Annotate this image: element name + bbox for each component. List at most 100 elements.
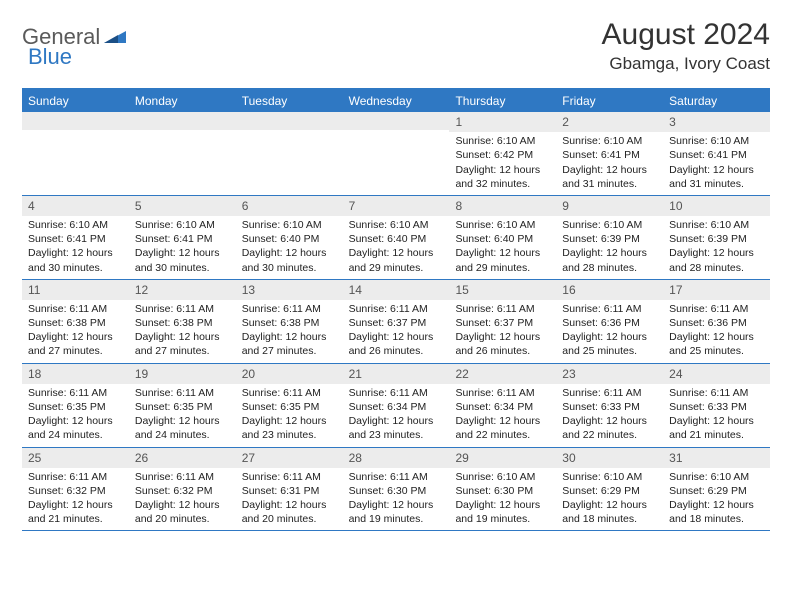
sunrise-text: Sunrise: 6:10 AM <box>349 218 444 232</box>
day-body: Sunrise: 6:10 AMSunset: 6:41 PMDaylight:… <box>22 216 129 279</box>
sunrise-text: Sunrise: 6:11 AM <box>242 386 337 400</box>
day-number: 18 <box>22 364 129 384</box>
week-row: 4Sunrise: 6:10 AMSunset: 6:41 PMDaylight… <box>22 196 770 280</box>
sunrise-text: Sunrise: 6:10 AM <box>562 218 657 232</box>
sunset-text: Sunset: 6:32 PM <box>135 484 230 498</box>
day-cell: 21Sunrise: 6:11 AMSunset: 6:34 PMDayligh… <box>343 364 450 447</box>
daylight-text: Daylight: 12 hours and 25 minutes. <box>562 330 657 358</box>
weekday-header: Sunday <box>22 90 129 112</box>
day-number <box>343 112 450 130</box>
sunset-text: Sunset: 6:35 PM <box>135 400 230 414</box>
sunrise-text: Sunrise: 6:10 AM <box>455 470 550 484</box>
sunset-text: Sunset: 6:40 PM <box>349 232 444 246</box>
sunset-text: Sunset: 6:33 PM <box>562 400 657 414</box>
day-number: 31 <box>663 448 770 468</box>
day-body: Sunrise: 6:11 AMSunset: 6:33 PMDaylight:… <box>663 384 770 447</box>
sunrise-text: Sunrise: 6:11 AM <box>135 470 230 484</box>
day-number: 27 <box>236 448 343 468</box>
day-cell: 27Sunrise: 6:11 AMSunset: 6:31 PMDayligh… <box>236 448 343 531</box>
day-number: 23 <box>556 364 663 384</box>
day-body: Sunrise: 6:11 AMSunset: 6:35 PMDaylight:… <box>22 384 129 447</box>
sunset-text: Sunset: 6:41 PM <box>669 148 764 162</box>
daylight-text: Daylight: 12 hours and 28 minutes. <box>562 246 657 274</box>
day-body: Sunrise: 6:11 AMSunset: 6:35 PMDaylight:… <box>236 384 343 447</box>
day-cell: 2Sunrise: 6:10 AMSunset: 6:41 PMDaylight… <box>556 112 663 195</box>
location-label: Gbamga, Ivory Coast <box>602 54 770 74</box>
daylight-text: Daylight: 12 hours and 22 minutes. <box>562 414 657 442</box>
sunset-text: Sunset: 6:35 PM <box>242 400 337 414</box>
sunset-text: Sunset: 6:38 PM <box>135 316 230 330</box>
day-cell <box>343 112 450 195</box>
day-number: 26 <box>129 448 236 468</box>
day-number: 15 <box>449 280 556 300</box>
sunset-text: Sunset: 6:37 PM <box>455 316 550 330</box>
day-body: Sunrise: 6:11 AMSunset: 6:32 PMDaylight:… <box>22 468 129 531</box>
sunrise-text: Sunrise: 6:11 AM <box>28 470 123 484</box>
sunset-text: Sunset: 6:34 PM <box>455 400 550 414</box>
sunset-text: Sunset: 6:30 PM <box>455 484 550 498</box>
day-number <box>22 112 129 130</box>
day-cell <box>236 112 343 195</box>
day-number: 19 <box>129 364 236 384</box>
day-number: 9 <box>556 196 663 216</box>
day-number <box>236 112 343 130</box>
title-block: August 2024 Gbamga, Ivory Coast <box>602 18 770 74</box>
day-body: Sunrise: 6:10 AMSunset: 6:40 PMDaylight:… <box>343 216 450 279</box>
day-cell: 3Sunrise: 6:10 AMSunset: 6:41 PMDaylight… <box>663 112 770 195</box>
daylight-text: Daylight: 12 hours and 29 minutes. <box>349 246 444 274</box>
daylight-text: Daylight: 12 hours and 29 minutes. <box>455 246 550 274</box>
sunset-text: Sunset: 6:38 PM <box>28 316 123 330</box>
week-row: 1Sunrise: 6:10 AMSunset: 6:42 PMDaylight… <box>22 112 770 196</box>
month-title: August 2024 <box>602 18 770 52</box>
day-number: 12 <box>129 280 236 300</box>
sunset-text: Sunset: 6:29 PM <box>562 484 657 498</box>
daylight-text: Daylight: 12 hours and 30 minutes. <box>135 246 230 274</box>
day-body: Sunrise: 6:11 AMSunset: 6:37 PMDaylight:… <box>343 300 450 363</box>
sunrise-text: Sunrise: 6:11 AM <box>28 302 123 316</box>
daylight-text: Daylight: 12 hours and 21 minutes. <box>28 498 123 526</box>
day-cell: 15Sunrise: 6:11 AMSunset: 6:37 PMDayligh… <box>449 280 556 363</box>
day-cell: 28Sunrise: 6:11 AMSunset: 6:30 PMDayligh… <box>343 448 450 531</box>
day-body: Sunrise: 6:11 AMSunset: 6:31 PMDaylight:… <box>236 468 343 531</box>
day-body: Sunrise: 6:11 AMSunset: 6:38 PMDaylight:… <box>22 300 129 363</box>
sunrise-text: Sunrise: 6:11 AM <box>349 386 444 400</box>
daylight-text: Daylight: 12 hours and 26 minutes. <box>455 330 550 358</box>
sunrise-text: Sunrise: 6:10 AM <box>455 134 550 148</box>
day-body: Sunrise: 6:10 AMSunset: 6:40 PMDaylight:… <box>236 216 343 279</box>
sunset-text: Sunset: 6:36 PM <box>562 316 657 330</box>
day-number: 30 <box>556 448 663 468</box>
sunrise-text: Sunrise: 6:11 AM <box>669 386 764 400</box>
sunset-text: Sunset: 6:42 PM <box>455 148 550 162</box>
day-number: 25 <box>22 448 129 468</box>
sunrise-text: Sunrise: 6:10 AM <box>242 218 337 232</box>
day-number: 10 <box>663 196 770 216</box>
daylight-text: Daylight: 12 hours and 23 minutes. <box>349 414 444 442</box>
day-cell: 4Sunrise: 6:10 AMSunset: 6:41 PMDaylight… <box>22 196 129 279</box>
sunrise-text: Sunrise: 6:11 AM <box>135 302 230 316</box>
day-cell: 12Sunrise: 6:11 AMSunset: 6:38 PMDayligh… <box>129 280 236 363</box>
day-body <box>22 130 129 136</box>
weekday-header-row: SundayMondayTuesdayWednesdayThursdayFrid… <box>22 90 770 112</box>
sunset-text: Sunset: 6:41 PM <box>562 148 657 162</box>
sunrise-text: Sunrise: 6:11 AM <box>455 302 550 316</box>
day-number: 20 <box>236 364 343 384</box>
daylight-text: Daylight: 12 hours and 26 minutes. <box>349 330 444 358</box>
day-number: 24 <box>663 364 770 384</box>
day-body: Sunrise: 6:10 AMSunset: 6:41 PMDaylight:… <box>663 132 770 195</box>
day-number: 14 <box>343 280 450 300</box>
daylight-text: Daylight: 12 hours and 30 minutes. <box>242 246 337 274</box>
day-number: 29 <box>449 448 556 468</box>
day-body <box>129 130 236 136</box>
daylight-text: Daylight: 12 hours and 20 minutes. <box>135 498 230 526</box>
day-body: Sunrise: 6:11 AMSunset: 6:38 PMDaylight:… <box>129 300 236 363</box>
day-number: 11 <box>22 280 129 300</box>
daylight-text: Daylight: 12 hours and 27 minutes. <box>242 330 337 358</box>
day-number: 21 <box>343 364 450 384</box>
day-body: Sunrise: 6:11 AMSunset: 6:37 PMDaylight:… <box>449 300 556 363</box>
sunset-text: Sunset: 6:41 PM <box>28 232 123 246</box>
sunrise-text: Sunrise: 6:10 AM <box>669 470 764 484</box>
sunset-text: Sunset: 6:33 PM <box>669 400 764 414</box>
day-cell: 23Sunrise: 6:11 AMSunset: 6:33 PMDayligh… <box>556 364 663 447</box>
daylight-text: Daylight: 12 hours and 20 minutes. <box>242 498 337 526</box>
daylight-text: Daylight: 12 hours and 28 minutes. <box>669 246 764 274</box>
